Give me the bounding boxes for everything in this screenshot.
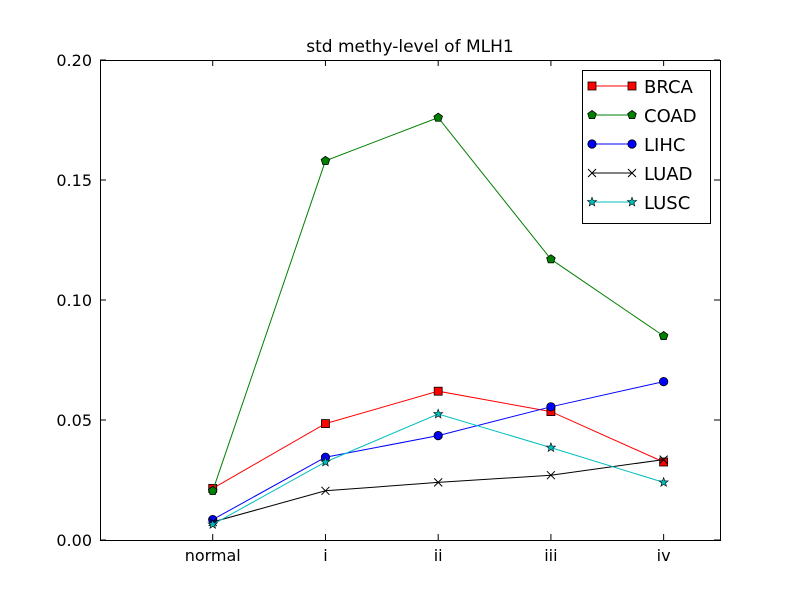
series-coad bbox=[207, 112, 669, 495]
legend-item-coad: COAD bbox=[587, 106, 697, 127]
legend-item-lihc: LIHC bbox=[587, 135, 685, 156]
x-tick-label: normal bbox=[185, 546, 241, 565]
data-point-brca bbox=[659, 457, 669, 467]
legend-marker-lusc bbox=[586, 196, 598, 207]
legend-marker-lusc bbox=[626, 196, 638, 207]
y-tick-label: 0.10 bbox=[56, 291, 92, 310]
data-point-lusc bbox=[432, 408, 444, 419]
legend-marker-brca bbox=[627, 81, 637, 91]
legend-label-luad: LUAD bbox=[644, 164, 692, 185]
legend-marker-coad bbox=[587, 110, 597, 120]
legend: BRCA COAD LIHC LUAD LUSC bbox=[582, 70, 711, 224]
legend-label-coad: COAD bbox=[644, 106, 697, 127]
data-point-luad bbox=[659, 455, 668, 464]
legend-item-lusc: LUSC bbox=[586, 193, 690, 214]
data-point-brca bbox=[433, 386, 443, 396]
data-point-luad bbox=[321, 486, 330, 496]
legend-marker-luad bbox=[627, 168, 637, 178]
data-point-lihc bbox=[659, 376, 669, 387]
x-tick-label: i bbox=[323, 546, 327, 565]
x-tick-label: iv bbox=[657, 546, 671, 565]
data-point-luad bbox=[546, 470, 556, 480]
y-tick-label: 0.20 bbox=[56, 51, 92, 70]
legend-label-lihc: LIHC bbox=[644, 135, 685, 156]
data-point-coad bbox=[433, 112, 443, 122]
legend-item-brca: BRCA bbox=[587, 77, 694, 98]
data-point-brca bbox=[321, 419, 330, 429]
legend-marker-coad bbox=[627, 110, 637, 120]
y-tick-label: 0.00 bbox=[56, 531, 92, 550]
data-point-lihc bbox=[546, 402, 556, 412]
legend-label-brca: BRCA bbox=[644, 77, 694, 98]
axes-frame bbox=[100, 60, 721, 541]
legend-marker-lihc bbox=[627, 139, 637, 149]
data-point-lihc bbox=[433, 430, 443, 441]
data-point-lusc bbox=[320, 456, 331, 467]
chart-title: std methy-level of MLH1 bbox=[306, 37, 513, 57]
y-tick-label: 0.05 bbox=[56, 411, 92, 430]
series-lusc bbox=[207, 408, 670, 529]
x-tick-label: iii bbox=[544, 546, 557, 565]
data-point-coad bbox=[207, 485, 218, 495]
legend-item-luad: LUAD bbox=[587, 164, 692, 185]
legend-marker-lihc bbox=[587, 139, 597, 149]
y-tick-label: 0.15 bbox=[56, 171, 92, 190]
x-tick-label: ii bbox=[434, 546, 443, 565]
legend-box bbox=[582, 70, 711, 224]
legend-marker-luad bbox=[587, 168, 597, 178]
data-point-coad bbox=[546, 254, 556, 264]
data-point-coad bbox=[320, 155, 331, 165]
data-point-lusc bbox=[207, 518, 219, 529]
legend-label-lusc: LUSC bbox=[644, 193, 690, 214]
data-point-coad bbox=[658, 331, 669, 341]
data-point-luad bbox=[433, 478, 443, 487]
data-point-lusc bbox=[545, 441, 557, 453]
legend-marker-brca bbox=[587, 81, 597, 91]
data-point-lusc bbox=[658, 476, 670, 487]
